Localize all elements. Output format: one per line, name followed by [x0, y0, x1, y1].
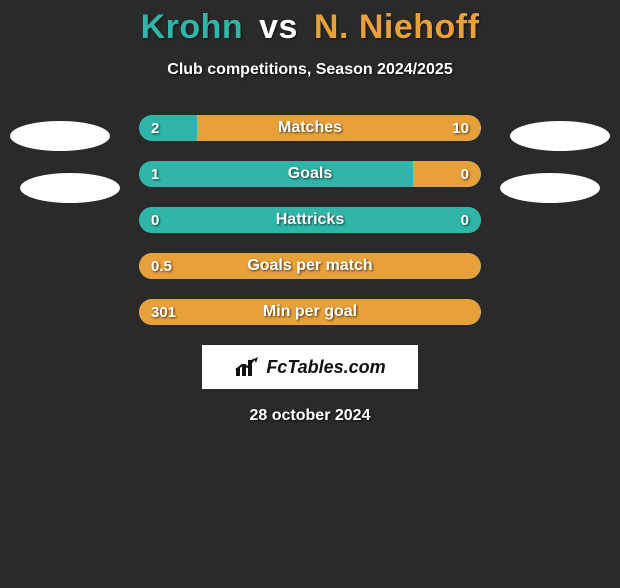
vs-text: vs — [259, 8, 298, 46]
stat-bar: Matches210 — [139, 115, 481, 141]
stat-bar: Hattricks00 — [139, 207, 481, 233]
stat-bar-right-fill — [413, 161, 481, 187]
subtitle: Club competitions, Season 2024/2025 — [0, 61, 620, 79]
stat-bar-right-fill — [197, 115, 481, 141]
brand-chart-icon — [234, 356, 260, 378]
player1-avatar-placeholder-2 — [20, 173, 120, 203]
player2-avatar-placeholder-2 — [500, 173, 600, 203]
player2-name: N. Niehoff — [314, 8, 480, 46]
stat-bar-left-fill — [139, 115, 197, 141]
player1-avatar-placeholder-1 — [10, 121, 110, 151]
stat-bars-container: Matches210 Goals10 Hattricks00 Goals per ma… — [139, 115, 481, 325]
stat-bar-left-fill — [139, 207, 481, 233]
brand-box: FcTables.com — [202, 345, 418, 389]
stat-bar: Goals per match0.5 — [139, 253, 481, 279]
stat-bar: Goals10 — [139, 161, 481, 187]
player1-name: Krohn — [141, 8, 244, 46]
stat-bar-right-fill — [139, 253, 481, 279]
stat-bar-left-fill — [139, 161, 413, 187]
snapshot-date: 28 october 2024 — [0, 407, 620, 425]
brand-text: FcTables.com — [266, 357, 385, 378]
stat-bar-right-fill — [139, 299, 481, 325]
content-area: Matches210 Goals10 Hattricks00 Goals per ma… — [0, 115, 620, 425]
stat-bar: Min per goal301 — [139, 299, 481, 325]
comparison-title: Krohn vs N. Niehoff — [0, 8, 620, 47]
player2-avatar-placeholder-1 — [510, 121, 610, 151]
